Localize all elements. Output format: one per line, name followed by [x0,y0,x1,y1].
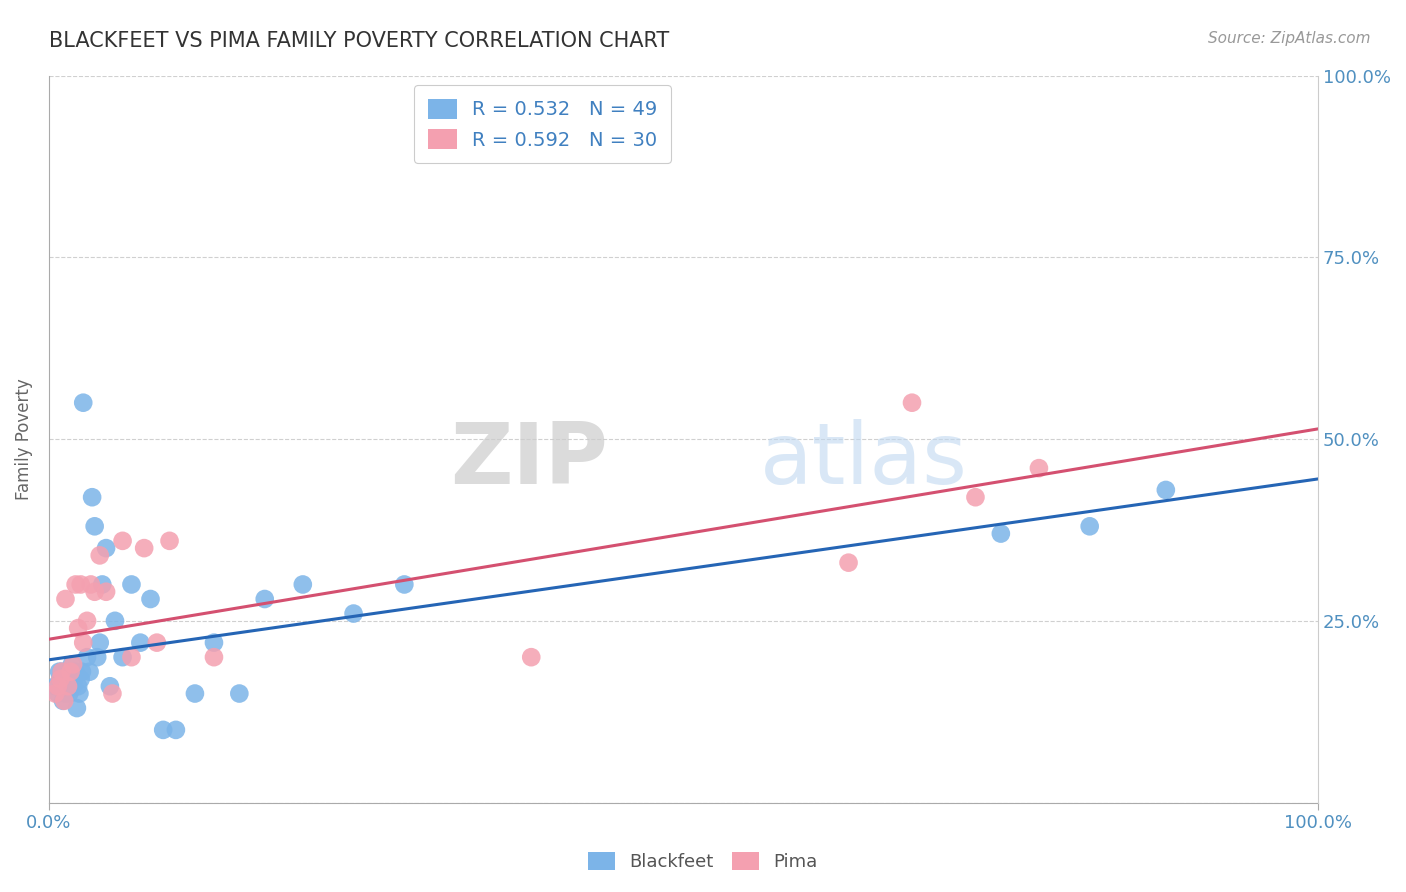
Point [72,635,94,649]
Point [228,687,250,701]
Point [129,635,152,649]
Point [48,665,70,679]
Point [146,635,169,649]
Point [184,687,207,701]
Point [49,672,72,686]
Point [59,665,82,679]
Point [44,679,66,693]
Point [80,577,103,591]
Point [53,672,76,686]
Point [91,577,114,591]
Point [111,650,134,665]
Point [66,701,89,715]
Point [76,650,98,665]
Point [838,556,860,570]
Point [89,635,111,649]
Point [51,665,73,679]
Point [342,607,364,621]
Point [79,665,101,679]
Point [901,395,924,409]
Point [121,577,143,591]
Legend: R = 0.532   N = 49, R = 0.592   N = 30: R = 0.532 N = 49, R = 0.592 N = 30 [413,86,671,163]
Point [46,687,69,701]
Point [65,665,87,679]
Y-axis label: Family Poverty: Family Poverty [15,378,32,500]
Point [94,541,117,555]
Point [253,592,276,607]
Point [89,549,111,563]
Point [70,665,93,679]
Point [69,672,91,686]
Point [52,694,75,708]
Point [55,592,77,607]
Point [83,519,105,533]
Point [94,584,117,599]
Point [49,672,72,686]
Legend: Blackfeet, Pima: Blackfeet, Pima [581,845,825,879]
Point [60,657,83,672]
Point [69,577,91,591]
Point [46,679,69,693]
Text: BLACKFEET VS PIMA FAMILY POVERTY CORRELATION CHART: BLACKFEET VS PIMA FAMILY POVERTY CORRELA… [49,31,669,51]
Point [1154,483,1177,497]
Point [62,679,84,693]
Point [86,650,108,665]
Point [152,723,174,737]
Point [72,395,94,409]
Point [104,614,127,628]
Point [394,577,416,591]
Point [56,672,79,686]
Point [139,592,162,607]
Point [67,687,90,701]
Text: atlas: atlas [759,419,967,502]
Text: ZIP: ZIP [450,419,607,502]
Point [44,687,66,701]
Point [56,679,79,693]
Point [1078,519,1101,533]
Point [76,614,98,628]
Point [291,577,314,591]
Point [65,577,87,591]
Point [134,541,156,555]
Point [67,679,90,693]
Point [51,665,73,679]
Point [55,687,77,701]
Point [121,650,143,665]
Point [990,526,1012,541]
Point [53,694,76,708]
Point [965,490,987,504]
Text: Source: ZipAtlas.com: Source: ZipAtlas.com [1208,31,1371,46]
Point [58,687,80,701]
Point [62,657,84,672]
Point [202,635,225,649]
Point [111,533,134,548]
Point [83,584,105,599]
Point [520,650,543,665]
Point [101,687,124,701]
Point [63,672,86,686]
Point [159,533,181,548]
Point [1028,461,1050,475]
Point [98,679,121,693]
Point [202,650,225,665]
Point [59,665,82,679]
Point [55,679,77,693]
Point [51,679,73,693]
Point [67,621,90,635]
Point [165,723,187,737]
Point [82,490,104,504]
